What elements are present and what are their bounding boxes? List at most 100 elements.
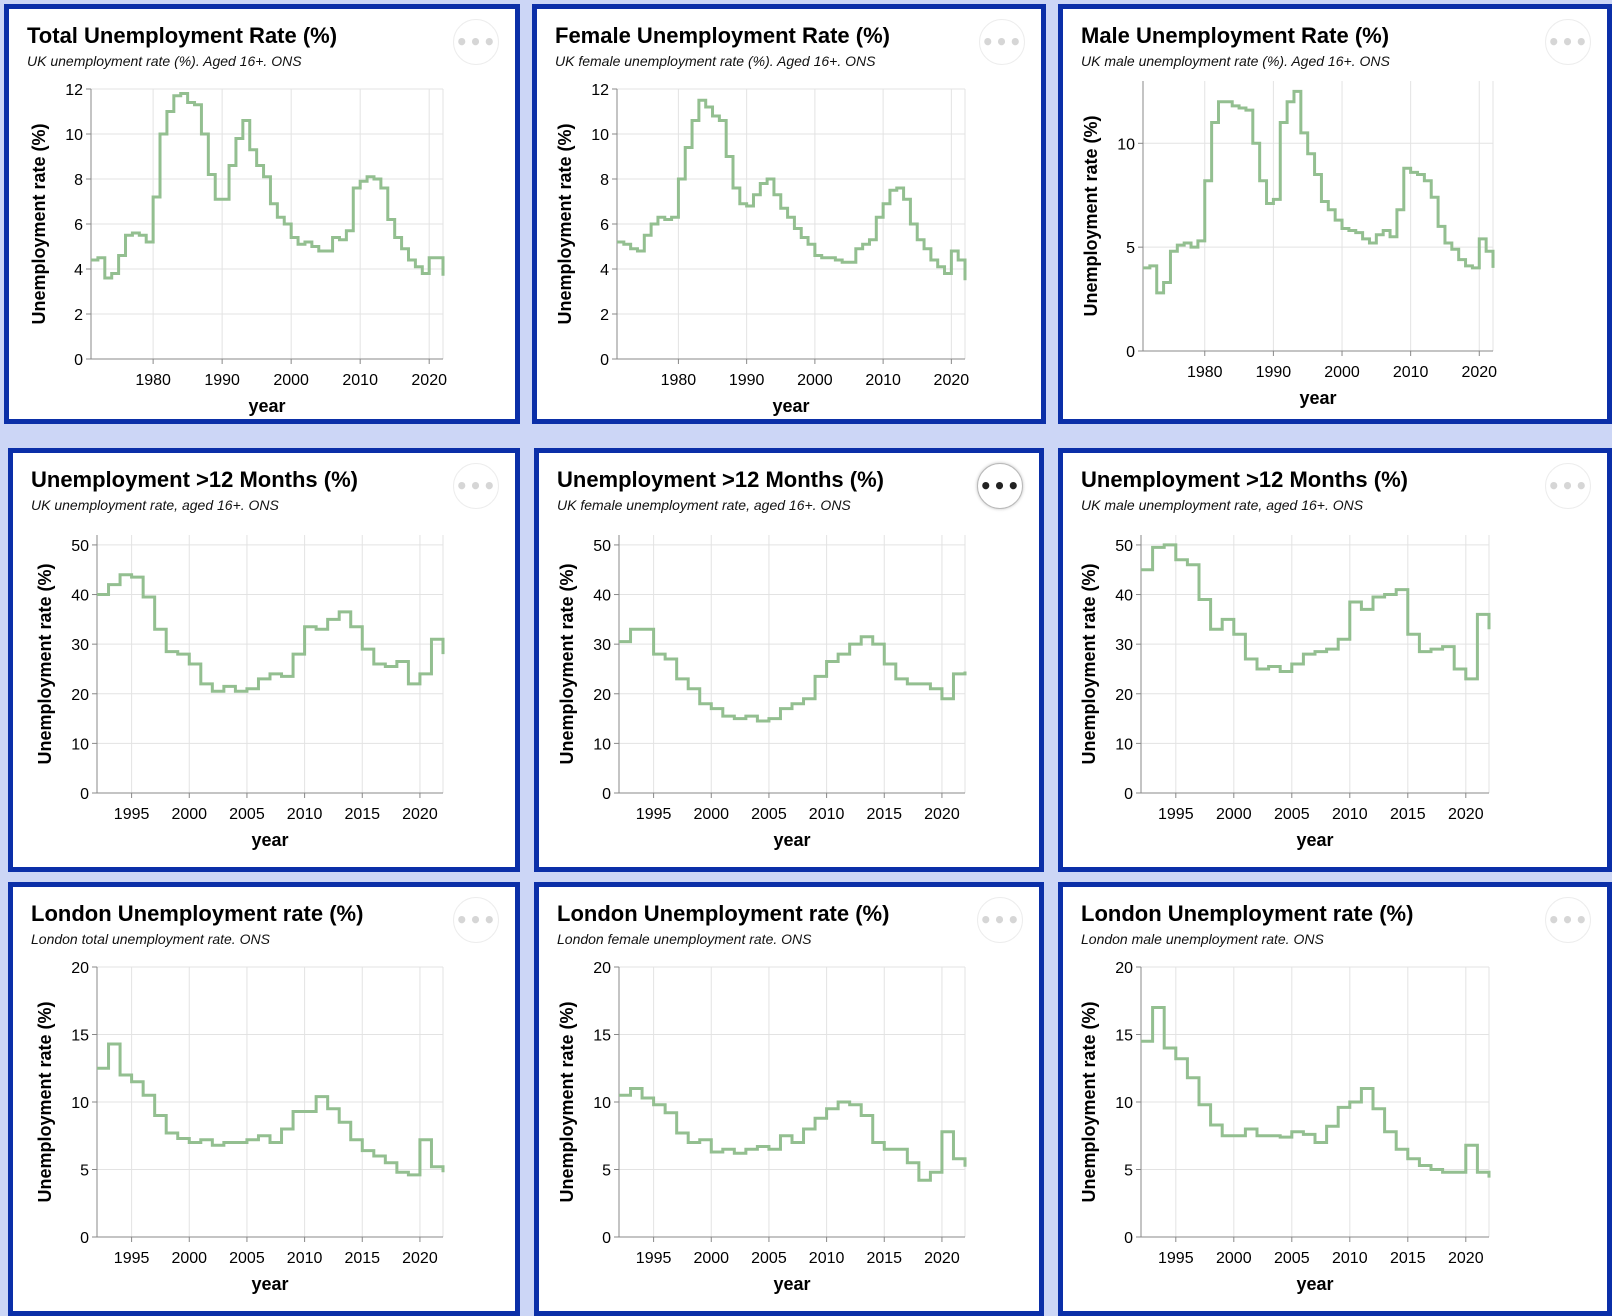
series-line <box>1141 543 1491 681</box>
x-tick-label: 2000 <box>1216 1250 1252 1267</box>
x-tick-label: 2020 <box>924 806 960 823</box>
more-horizontal-icon[interactable]: ••• <box>453 897 499 943</box>
more-horizontal-icon[interactable]: ••• <box>977 463 1023 509</box>
y-tick-label: 15 <box>593 1028 611 1045</box>
y-tick-label: 12 <box>65 82 83 99</box>
more-horizontal-icon[interactable]: ••• <box>1545 463 1591 509</box>
line-chart: 0 10 20 30 40 50 1995 2000 2005 2010 2015 2020 year U… <box>35 535 445 850</box>
x-tick-label: 1995 <box>114 1250 150 1267</box>
more-horizontal-icon[interactable]: ••• <box>453 463 499 509</box>
x-tick-label: 2015 <box>866 806 902 823</box>
chart-title: Total Unemployment Rate (%) <box>27 23 338 48</box>
y-tick-label: 0 <box>1124 786 1133 803</box>
line-chart: 0 10 20 30 40 50 1995 2000 2005 2010 2015 2020 year U… <box>557 535 967 850</box>
x-tick-label: 1990 <box>729 372 765 389</box>
chart-title: London Unemployment rate (%) <box>557 901 890 926</box>
y-axis-title: Unemployment rate (%) <box>1081 115 1101 316</box>
more-horizontal-icon[interactable]: ••• <box>1545 897 1591 943</box>
x-tick-label: 1995 <box>1158 806 1194 823</box>
chart-subtitle: London male unemployment rate. ONS <box>1081 931 1324 947</box>
y-tick-label: 10 <box>591 127 609 144</box>
x-tick-label: 2005 <box>751 806 787 823</box>
y-tick-label: 0 <box>600 352 609 369</box>
line-chart: 0 10 20 30 40 50 1995 2000 2005 2010 2015 2020 year U… <box>1079 535 1491 850</box>
chart-title: Unemployment >12 Months (%) <box>1081 467 1408 492</box>
x-tick-label: 1980 <box>661 372 697 389</box>
chart-subtitle: UK unemployment rate (%). Aged 16+. ONS <box>27 53 302 69</box>
y-tick-label: 50 <box>71 538 89 555</box>
series-line <box>1143 89 1495 295</box>
chart-card: London Unemployment rate (%) London femal… <box>534 882 1044 1316</box>
series-line <box>617 98 967 281</box>
y-axis-title: Unemployment rate (%) <box>555 123 575 324</box>
x-tick-label: 2000 <box>171 806 207 823</box>
y-tick-label: 6 <box>74 217 83 234</box>
more-horizontal-icon[interactable]: ••• <box>1545 19 1591 65</box>
y-tick-label: 20 <box>1115 960 1133 977</box>
line-chart: 0 5 10 15 20 1995 2000 2005 2010 2015 2020 year Unem… <box>557 960 967 1294</box>
x-tick-label: 2000 <box>797 372 833 389</box>
x-tick-label: 2010 <box>1393 364 1429 381</box>
y-tick-label: 0 <box>602 1230 611 1247</box>
x-tick-label: 2005 <box>229 806 265 823</box>
y-tick-label: 30 <box>1115 637 1133 654</box>
y-tick-label: 0 <box>1126 344 1135 361</box>
y-tick-label: 12 <box>591 82 609 99</box>
y-tick-label: 0 <box>80 786 89 803</box>
line-chart: 0 5 10 15 20 1995 2000 2005 2010 2015 2020 year Unem… <box>1079 960 1491 1294</box>
y-axis-title: Unemployment rate (%) <box>29 123 49 324</box>
series-line <box>1141 1006 1491 1178</box>
chart-subtitle: UK female unemployment rate (%). Aged 16… <box>555 53 876 69</box>
more-horizontal-icon[interactable]: ••• <box>977 897 1023 943</box>
y-tick-label: 6 <box>600 217 609 234</box>
x-tick-label: 2000 <box>273 372 309 389</box>
x-tick-label: 1995 <box>1158 1250 1194 1267</box>
chart-title: Female Unemployment Rate (%) <box>555 23 890 48</box>
y-tick-label: 5 <box>1126 240 1135 257</box>
y-tick-label: 2 <box>74 307 83 324</box>
y-tick-label: 10 <box>1117 136 1135 153</box>
x-tick-label: 2020 <box>1461 364 1497 381</box>
y-axis-title: Unemployment rate (%) <box>35 563 55 764</box>
y-tick-label: 5 <box>1124 1163 1133 1180</box>
y-tick-label: 15 <box>1115 1028 1133 1045</box>
x-tick-label: 2020 <box>924 1250 960 1267</box>
x-tick-label: 2020 <box>402 1250 438 1267</box>
y-tick-label: 30 <box>71 637 89 654</box>
x-tick-label: 2000 <box>171 1250 207 1267</box>
y-tick-label: 20 <box>1115 687 1133 704</box>
chart-card: Unemployment >12 Months (%) UK female une… <box>534 448 1044 872</box>
x-tick-label: 2010 <box>865 372 901 389</box>
chart-card: Total Unemployment Rate (%) UK unemployme… <box>4 4 520 424</box>
x-tick-label: 1995 <box>636 1250 672 1267</box>
chart-subtitle: UK male unemployment rate, aged 16+. ONS <box>1081 497 1364 513</box>
y-tick-label: 0 <box>1124 1230 1133 1247</box>
chart-card: Unemployment >12 Months (%) UK unemployme… <box>8 448 520 872</box>
series-line <box>97 573 445 693</box>
x-tick-label: 2020 <box>934 372 970 389</box>
x-axis-title: year <box>251 1274 288 1294</box>
y-tick-label: 4 <box>74 262 83 279</box>
x-tick-label: 2000 <box>693 1250 729 1267</box>
x-tick-label: 1995 <box>636 806 672 823</box>
y-tick-label: 8 <box>74 172 83 189</box>
x-tick-label: 2020 <box>402 806 438 823</box>
y-tick-label: 10 <box>71 736 89 753</box>
x-tick-label: 2015 <box>866 1250 902 1267</box>
y-tick-label: 0 <box>74 352 83 369</box>
chart-card: London Unemployment rate (%) London male … <box>1058 882 1612 1316</box>
more-horizontal-icon[interactable]: ••• <box>979 19 1025 65</box>
x-tick-label: 2005 <box>229 1250 265 1267</box>
x-tick-label: 2000 <box>693 806 729 823</box>
x-tick-label: 2005 <box>751 1250 787 1267</box>
x-tick-label: 2010 <box>1332 806 1368 823</box>
chart-subtitle: London female unemployment rate. ONS <box>557 931 812 947</box>
x-tick-label: 2020 <box>411 372 447 389</box>
y-tick-label: 2 <box>600 307 609 324</box>
x-axis-title: year <box>773 1274 810 1294</box>
x-tick-label: 2005 <box>1274 806 1310 823</box>
y-tick-label: 50 <box>1115 538 1133 555</box>
x-tick-label: 1990 <box>204 372 240 389</box>
more-horizontal-icon[interactable]: ••• <box>453 19 499 65</box>
x-tick-label: 2005 <box>1274 1250 1310 1267</box>
